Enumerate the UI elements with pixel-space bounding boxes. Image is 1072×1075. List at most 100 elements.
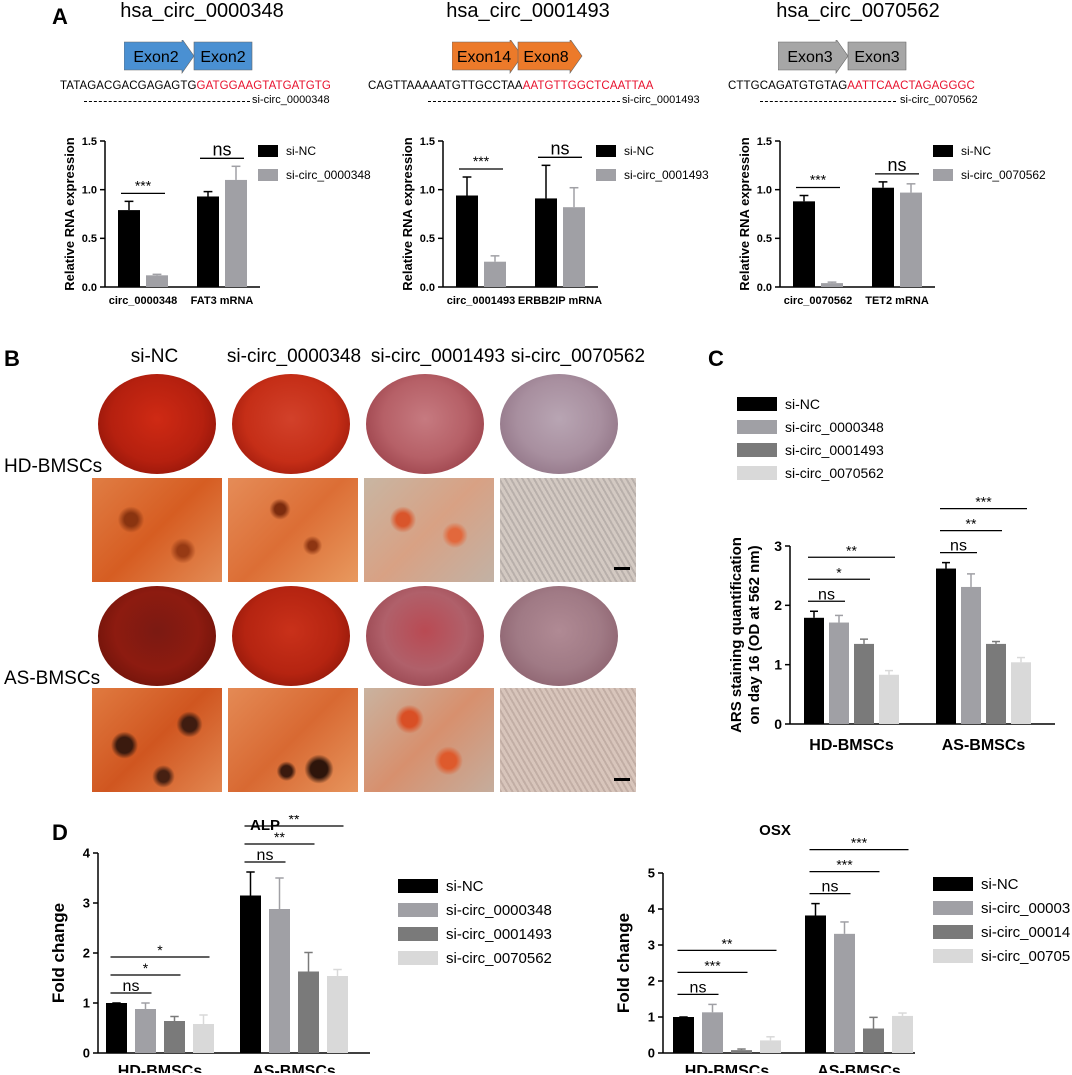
y-tick-label: 1	[83, 996, 90, 1011]
y-tick-label: 0.0	[82, 282, 97, 294]
legend-label: si-circ_0070562	[446, 950, 552, 967]
sirna-target-line	[84, 101, 250, 102]
legend-swatch	[596, 169, 616, 181]
y-tick-label: 1.5	[420, 136, 435, 148]
dish-image	[366, 374, 484, 474]
x-category-label: AS-BMSCs	[252, 1063, 336, 1073]
micrograph	[364, 478, 494, 582]
legend-swatch	[258, 169, 278, 181]
legend-label: si-NC	[961, 144, 991, 158]
legend-swatch	[398, 951, 438, 965]
significance-label: ns	[822, 879, 839, 896]
x-category-label: TET2 mRNA	[865, 295, 929, 307]
condition-label: si-circ_0000348	[226, 346, 362, 367]
legend-label: si-NC	[624, 144, 654, 158]
dish-image	[232, 586, 350, 686]
legend-label: si-circ_0001493	[624, 168, 709, 182]
exon-arrow	[124, 40, 195, 74]
exon-diagram: Exon2 Exon2	[124, 40, 253, 74]
upstream-sequence: CTTGCAGATGTGTAG	[728, 80, 848, 92]
panel-label-d: D	[52, 820, 68, 845]
x-category-label: circ_0001493	[447, 295, 516, 307]
legend-swatch	[398, 927, 438, 941]
bar	[702, 1012, 723, 1053]
bar	[892, 1015, 913, 1053]
bar	[225, 179, 247, 287]
gene-title: hsa_circ_0001493	[446, 0, 610, 22]
significance-label: **	[722, 935, 733, 951]
panel-label-c: C	[708, 346, 724, 371]
bar	[456, 195, 478, 287]
bar	[986, 643, 1006, 724]
x-category-label: circ_0000348	[109, 295, 178, 307]
bar	[563, 207, 585, 287]
legend-label: si-NC	[286, 144, 316, 158]
dish-image	[232, 374, 350, 474]
legend-label: si-circ_0070562	[981, 948, 1070, 965]
legend-label: si-circ_0000348	[286, 168, 371, 182]
scale-bar	[614, 778, 630, 781]
y-axis-label: ARS staining quantification	[728, 537, 745, 733]
y-tick-label: 2	[83, 946, 90, 961]
bar	[197, 196, 219, 287]
bar	[118, 210, 140, 287]
y-tick-label: 1.5	[82, 136, 97, 148]
legend-label: si-circ_0070562	[961, 168, 1046, 182]
y-axis-label: on day 16 (OD at 562 nm)	[746, 545, 763, 724]
junction-sequence: TATAGACGACGAGAGTGGATGGAAGTATGATGTG	[60, 80, 331, 92]
y-tick-label: 1.0	[420, 185, 435, 197]
significance-label: **	[966, 516, 977, 532]
sirna-target-line	[428, 101, 620, 102]
dish-image	[98, 374, 216, 474]
legend-swatch	[596, 145, 616, 157]
significance-label: **	[846, 542, 857, 558]
bar	[854, 643, 874, 724]
dish-image	[98, 586, 216, 686]
legend-label: si-circ_0000348	[981, 900, 1070, 917]
bar	[760, 1040, 781, 1053]
y-tick-label: 0	[648, 1046, 655, 1061]
exon-diagram: Exon3 Exon3	[778, 40, 907, 74]
exon-arrow	[452, 40, 523, 74]
significance-label: **	[274, 829, 285, 845]
y-tick-label: 1	[648, 1010, 655, 1025]
legend-swatch	[737, 420, 777, 434]
y-tick-label: 0.5	[82, 233, 97, 245]
exon-label: Exon2	[200, 49, 245, 66]
panel-label-b: B	[4, 346, 20, 371]
y-tick-label: 4	[83, 846, 91, 861]
exon-arrow	[517, 40, 583, 74]
significance-label: ***	[135, 177, 152, 193]
x-category-label: FAT3 mRNA	[191, 295, 254, 307]
legend-swatch	[933, 877, 973, 891]
bar	[793, 201, 815, 287]
y-tick-label: 0	[83, 1046, 90, 1061]
legend-label: si-circ_0070562	[785, 465, 884, 481]
bar	[106, 1003, 127, 1053]
x-category-label: HD-BMSCs	[118, 1063, 203, 1073]
bar	[829, 622, 849, 724]
dish-image	[366, 586, 484, 686]
bar	[240, 895, 261, 1053]
y-tick-label: 1.0	[82, 185, 97, 197]
legend-swatch	[737, 466, 777, 480]
x-category-label: AS-BMSCs	[817, 1063, 901, 1073]
micrograph	[92, 688, 222, 792]
exon-box	[847, 41, 907, 71]
bar	[863, 1028, 884, 1053]
bar	[146, 275, 168, 287]
bar	[961, 586, 981, 724]
significance-label: ns	[550, 138, 569, 158]
y-tick-label: 1.0	[757, 185, 772, 197]
sirna-label: si-circ_0070562	[900, 94, 978, 106]
y-axis-label: Relative RNA expression	[62, 137, 77, 290]
sirna-label: si-circ_0000348	[252, 94, 330, 106]
bar	[821, 283, 843, 287]
downstream-sequence: GATGGAAGTATGATGTG	[196, 80, 331, 92]
bar	[1011, 662, 1031, 724]
significance-label: ***	[473, 153, 490, 169]
bar	[834, 933, 855, 1053]
significance-label: **	[289, 815, 300, 827]
exon-arrow	[778, 40, 849, 74]
